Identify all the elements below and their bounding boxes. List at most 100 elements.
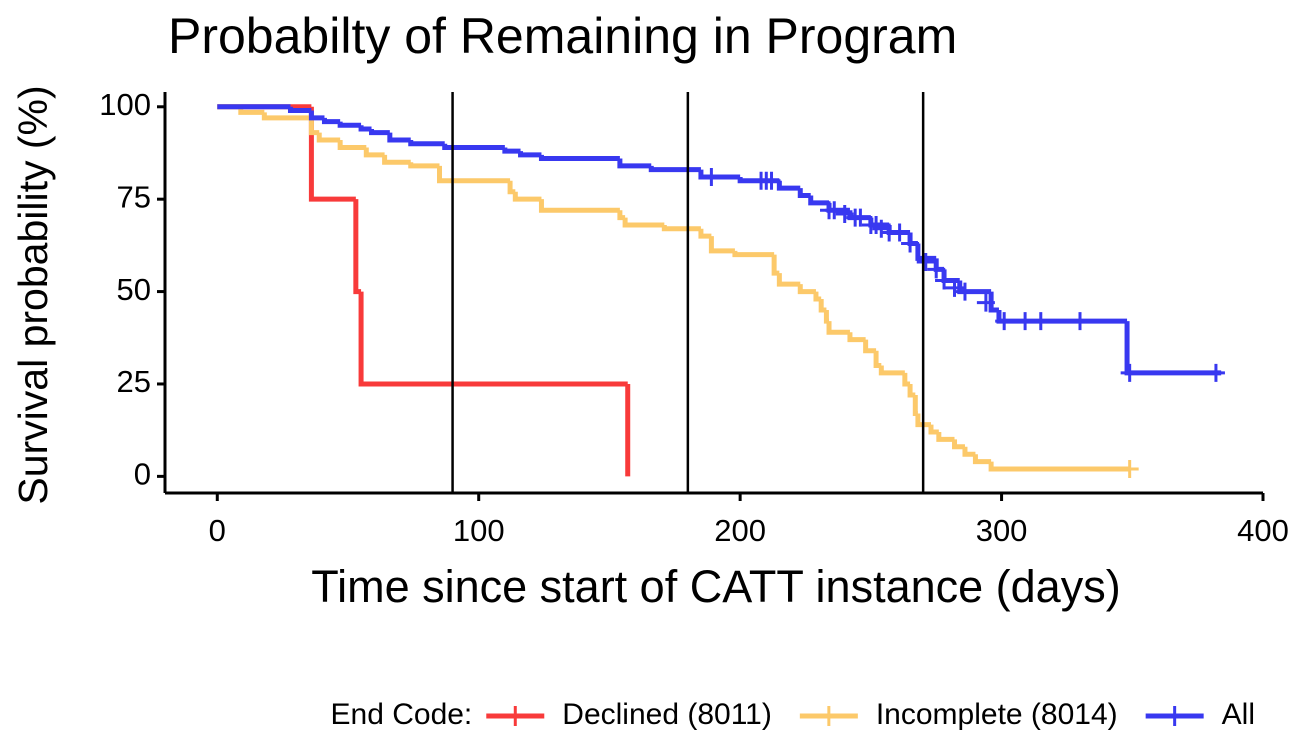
curve-step xyxy=(808,195,830,206)
curve-step xyxy=(308,106,356,202)
x-axis-label: Time since start of CATT instance (days) xyxy=(311,561,1120,612)
curve-step xyxy=(316,132,341,143)
curve-step xyxy=(408,162,440,169)
curve-step xyxy=(878,365,905,376)
curve-step xyxy=(952,439,965,450)
curve-step xyxy=(962,446,976,457)
curve-step xyxy=(907,383,916,398)
curve-step xyxy=(823,310,830,324)
curve-step xyxy=(972,454,992,465)
curve-step xyxy=(941,269,960,283)
curve-step xyxy=(287,106,312,113)
censor-mark xyxy=(702,168,721,187)
censor-mark xyxy=(1071,312,1089,331)
legend-item: Incomplete (8014) xyxy=(799,698,1118,731)
curve-step xyxy=(915,243,937,261)
curve-step xyxy=(912,395,918,417)
legend-label: Incomplete (8014) xyxy=(876,698,1118,731)
curve-step xyxy=(996,310,1128,324)
curve-step xyxy=(408,140,445,147)
curve-step xyxy=(518,151,542,158)
curve-step xyxy=(813,291,822,302)
curve-step xyxy=(661,225,701,232)
x-tick-label: 200 xyxy=(714,513,766,548)
censor-mark xyxy=(935,271,954,290)
curve-step xyxy=(988,291,999,313)
curve-step xyxy=(776,180,801,191)
censor-mark xyxy=(901,234,920,253)
censor-mark xyxy=(1016,312,1035,331)
censor-mark xyxy=(1206,363,1225,382)
censor-mark xyxy=(1120,363,1139,382)
censor-mark xyxy=(890,223,909,242)
curve-step xyxy=(797,284,816,295)
curve-step xyxy=(507,180,516,195)
curve-step xyxy=(1124,321,1222,376)
curve-step xyxy=(818,298,827,313)
curve-step xyxy=(538,199,620,213)
curve-step xyxy=(936,432,955,442)
censor-mark xyxy=(851,208,870,227)
survival-curve xyxy=(217,104,1139,478)
legend-title: End Code: xyxy=(331,698,473,731)
curve-step xyxy=(337,121,362,128)
curve-step xyxy=(648,165,701,173)
curve-step xyxy=(261,112,312,121)
y-tick-label: 25 xyxy=(117,364,151,399)
curve-step xyxy=(915,413,931,428)
curve-step xyxy=(873,350,882,368)
curve-step xyxy=(732,250,775,258)
legend-label: Declined (8011) xyxy=(562,698,772,731)
censor-mark xyxy=(995,312,1014,331)
censor-mark xyxy=(945,278,964,297)
curve-step xyxy=(847,332,866,343)
curve-step xyxy=(698,228,712,239)
curve-step xyxy=(698,169,741,180)
curve-step xyxy=(538,154,620,162)
y-axis-label: Survival probability (%) xyxy=(10,85,56,504)
censor-mark xyxy=(825,201,844,220)
curve-step xyxy=(442,143,505,150)
censor-mark xyxy=(762,171,781,190)
curve-step xyxy=(321,117,341,125)
curve-step xyxy=(502,147,521,154)
legend: End Code: Declined (8011) Incomplete (8014… xyxy=(331,698,1256,731)
censor-mark xyxy=(955,282,974,301)
curve-step xyxy=(437,165,511,184)
curve-step xyxy=(308,117,320,136)
curve-step xyxy=(512,191,542,202)
y-tick-label: 50 xyxy=(117,272,151,307)
curve-step xyxy=(622,217,665,228)
curve-step xyxy=(708,236,735,254)
curve-step xyxy=(617,210,626,221)
curve-step xyxy=(928,424,939,435)
x-tick-label: 400 xyxy=(1237,513,1289,548)
curve-step xyxy=(363,147,385,158)
x-tick-label: 100 xyxy=(453,513,505,548)
censor-mark xyxy=(927,260,946,279)
curve-step xyxy=(617,158,652,169)
legend-item: All xyxy=(1145,698,1255,731)
curve-step xyxy=(776,273,801,287)
censor-mark xyxy=(916,253,935,272)
survival-curve xyxy=(217,104,631,477)
chart-title: Probabilty of Remaining in Program xyxy=(168,8,957,64)
y-tick-label: 0 xyxy=(134,457,151,492)
curve-step xyxy=(369,128,390,136)
censor-mark xyxy=(1120,459,1139,478)
legend-item: Declined (8011) xyxy=(486,698,772,731)
curve-step xyxy=(308,110,325,121)
curve-step xyxy=(358,125,372,132)
censor-mark xyxy=(835,204,854,223)
curve-step xyxy=(797,188,811,198)
censor-mark xyxy=(872,219,891,238)
censor-mark xyxy=(1031,312,1050,331)
curve-step xyxy=(353,199,362,295)
curve-step xyxy=(988,461,1130,472)
curve-step xyxy=(387,132,411,143)
curve-step xyxy=(358,291,628,387)
censor-mark xyxy=(976,293,995,312)
x-tick-label: 0 xyxy=(209,513,226,548)
y-tick-label: 75 xyxy=(117,179,151,214)
